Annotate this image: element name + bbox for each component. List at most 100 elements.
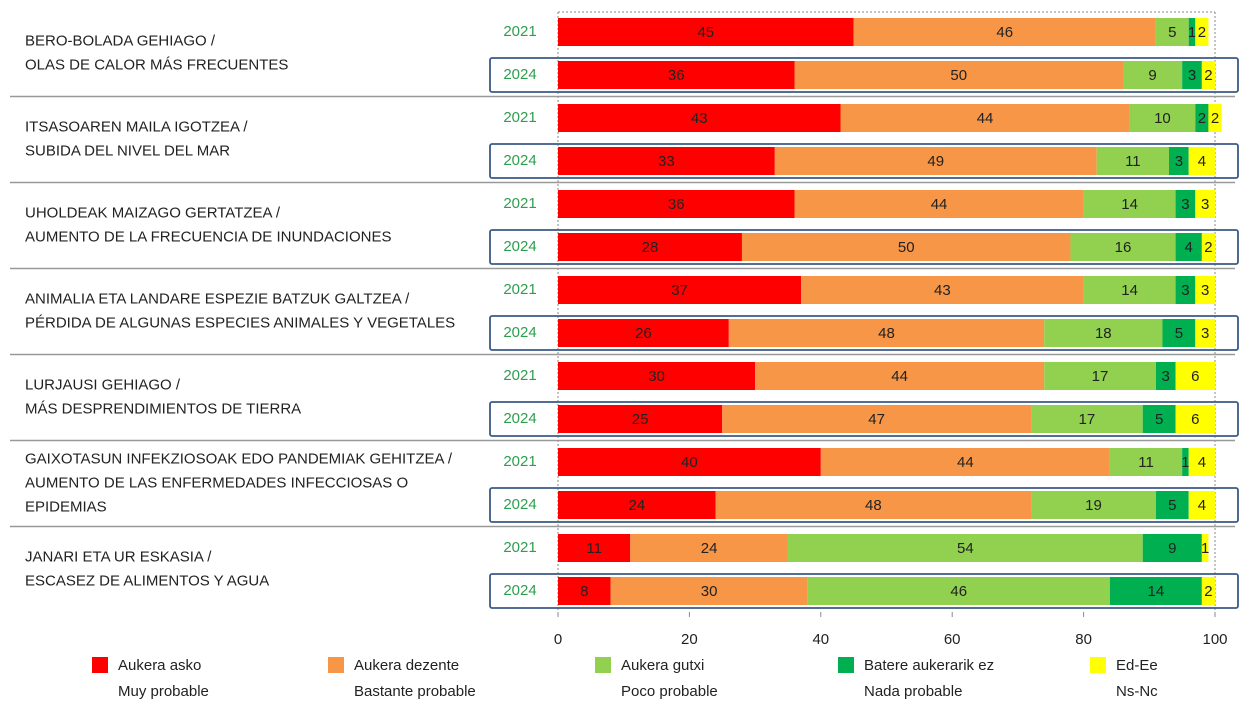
data-label: 3 [1201, 282, 1209, 299]
legend-label: Aukera gutxi [621, 657, 704, 674]
legend-label: Nada probable [864, 683, 962, 700]
group-label: AUMENTO DE LAS ENFERMEDADES INFECCIOSAS … [25, 474, 408, 491]
group-label: AUMENTO DE LA FRECUENCIA DE INUNDACIONES [25, 228, 391, 245]
bar-segment [1142, 534, 1202, 562]
year-label: 2021 [503, 195, 536, 212]
data-label: 44 [977, 110, 994, 127]
bar-segment [728, 319, 1045, 347]
bar-segment [741, 233, 1071, 261]
data-label: 28 [642, 239, 659, 256]
bar-segment [1201, 233, 1215, 261]
bar-segment [1169, 147, 1189, 175]
bar-segment [801, 276, 1084, 304]
group-label: PÉRDIDA DE ALGUNAS ESPECIES ANIMALES Y V… [25, 314, 455, 331]
bar-segment [1195, 276, 1215, 304]
legend-label: Aukera dezente [354, 657, 459, 674]
bar-segment [840, 104, 1130, 132]
data-label: 50 [950, 67, 967, 84]
data-label: 49 [927, 153, 944, 170]
year-label: 2021 [503, 109, 536, 126]
group-label: EPIDEMIAS [25, 498, 107, 515]
data-label: 5 [1168, 497, 1176, 514]
data-label: 4 [1185, 239, 1193, 256]
data-label: 24 [701, 540, 718, 557]
data-label: 43 [934, 282, 951, 299]
bar-segment [1201, 61, 1215, 89]
group-label: OLAS DE CALOR MÁS FRECUENTES [25, 56, 288, 73]
highlight-box [489, 401, 1239, 437]
data-label: 4 [1198, 454, 1206, 471]
highlight-box [489, 315, 1239, 351]
bar-segment [1175, 190, 1196, 218]
legend-swatch [838, 657, 854, 673]
data-label: 3 [1181, 282, 1189, 299]
bar-segment [1070, 233, 1176, 261]
bar-segment [558, 362, 756, 390]
bar-segment [1188, 448, 1215, 476]
data-label: 4 [1198, 153, 1206, 170]
group-label: UHOLDEAK MAIZAGO GERTATZEA / [25, 204, 281, 221]
data-label: 30 [648, 368, 665, 385]
bar-segment [1182, 61, 1202, 89]
bar-segment [1195, 319, 1215, 347]
data-label: 24 [628, 497, 645, 514]
group-label: LURJAUSI GEHIAGO / [25, 376, 181, 393]
data-label: 44 [891, 368, 908, 385]
data-label: 3 [1188, 67, 1196, 84]
legend-label: Ns-Nc [1116, 683, 1158, 700]
bar-segment [820, 448, 1110, 476]
legend-swatch [595, 657, 611, 673]
data-label: 2 [1211, 110, 1219, 127]
data-label: 14 [1121, 196, 1138, 213]
legend-label: Poco probable [621, 683, 718, 700]
bar-segment [787, 534, 1143, 562]
bar-segment [630, 534, 788, 562]
data-label: 44 [957, 454, 974, 471]
data-label: 17 [1079, 411, 1096, 428]
data-label: 54 [957, 540, 974, 557]
legend-swatch [92, 657, 108, 673]
bar-segment [715, 491, 1032, 519]
year-label: 2021 [503, 539, 536, 556]
data-label: 2 [1204, 239, 1212, 256]
bar-segment [1175, 362, 1215, 390]
year-label: 2024 [503, 238, 536, 255]
group-label: GAIXOTASUN INFEKZIOSOAK EDO PANDEMIAK GE… [25, 450, 453, 467]
bar-segment [774, 147, 1097, 175]
legend-label: Batere aukerarik ez [864, 657, 994, 674]
year-label: 2021 [503, 453, 536, 470]
x-tick-label: 20 [681, 631, 698, 648]
data-label: 3 [1162, 368, 1170, 385]
data-label: 44 [931, 196, 948, 213]
data-label: 46 [950, 583, 967, 600]
bar-segment [558, 577, 611, 605]
bar-segment [1188, 491, 1215, 519]
bar-segment [807, 577, 1110, 605]
bar-segment [558, 491, 716, 519]
data-label: 17 [1092, 368, 1109, 385]
data-label: 6 [1191, 411, 1199, 428]
year-label: 2024 [503, 496, 536, 513]
x-tick-label: 100 [1202, 631, 1227, 648]
bar-segment [1155, 491, 1189, 519]
group-label: ITSASOAREN MAILA IGOTZEA / [25, 118, 248, 135]
data-label: 18 [1095, 325, 1112, 342]
bar-segment [1123, 61, 1183, 89]
bar-segment [1096, 147, 1170, 175]
data-label: 40 [681, 454, 698, 471]
bar-segment [1142, 405, 1176, 433]
bar-segment [1201, 534, 1209, 562]
bar-segment [558, 276, 802, 304]
highlight-box [489, 229, 1239, 265]
year-label: 2024 [503, 66, 536, 83]
data-label: 9 [1168, 540, 1176, 557]
bar-segment [558, 147, 775, 175]
year-label: 2021 [503, 281, 536, 298]
bar-segment [1044, 319, 1163, 347]
data-label: 30 [701, 583, 718, 600]
highlight-box [489, 573, 1239, 609]
data-label: 33 [658, 153, 675, 170]
legend-swatch [328, 657, 344, 673]
legend-label: Aukera asko [118, 657, 201, 674]
bar-segment [1083, 276, 1176, 304]
